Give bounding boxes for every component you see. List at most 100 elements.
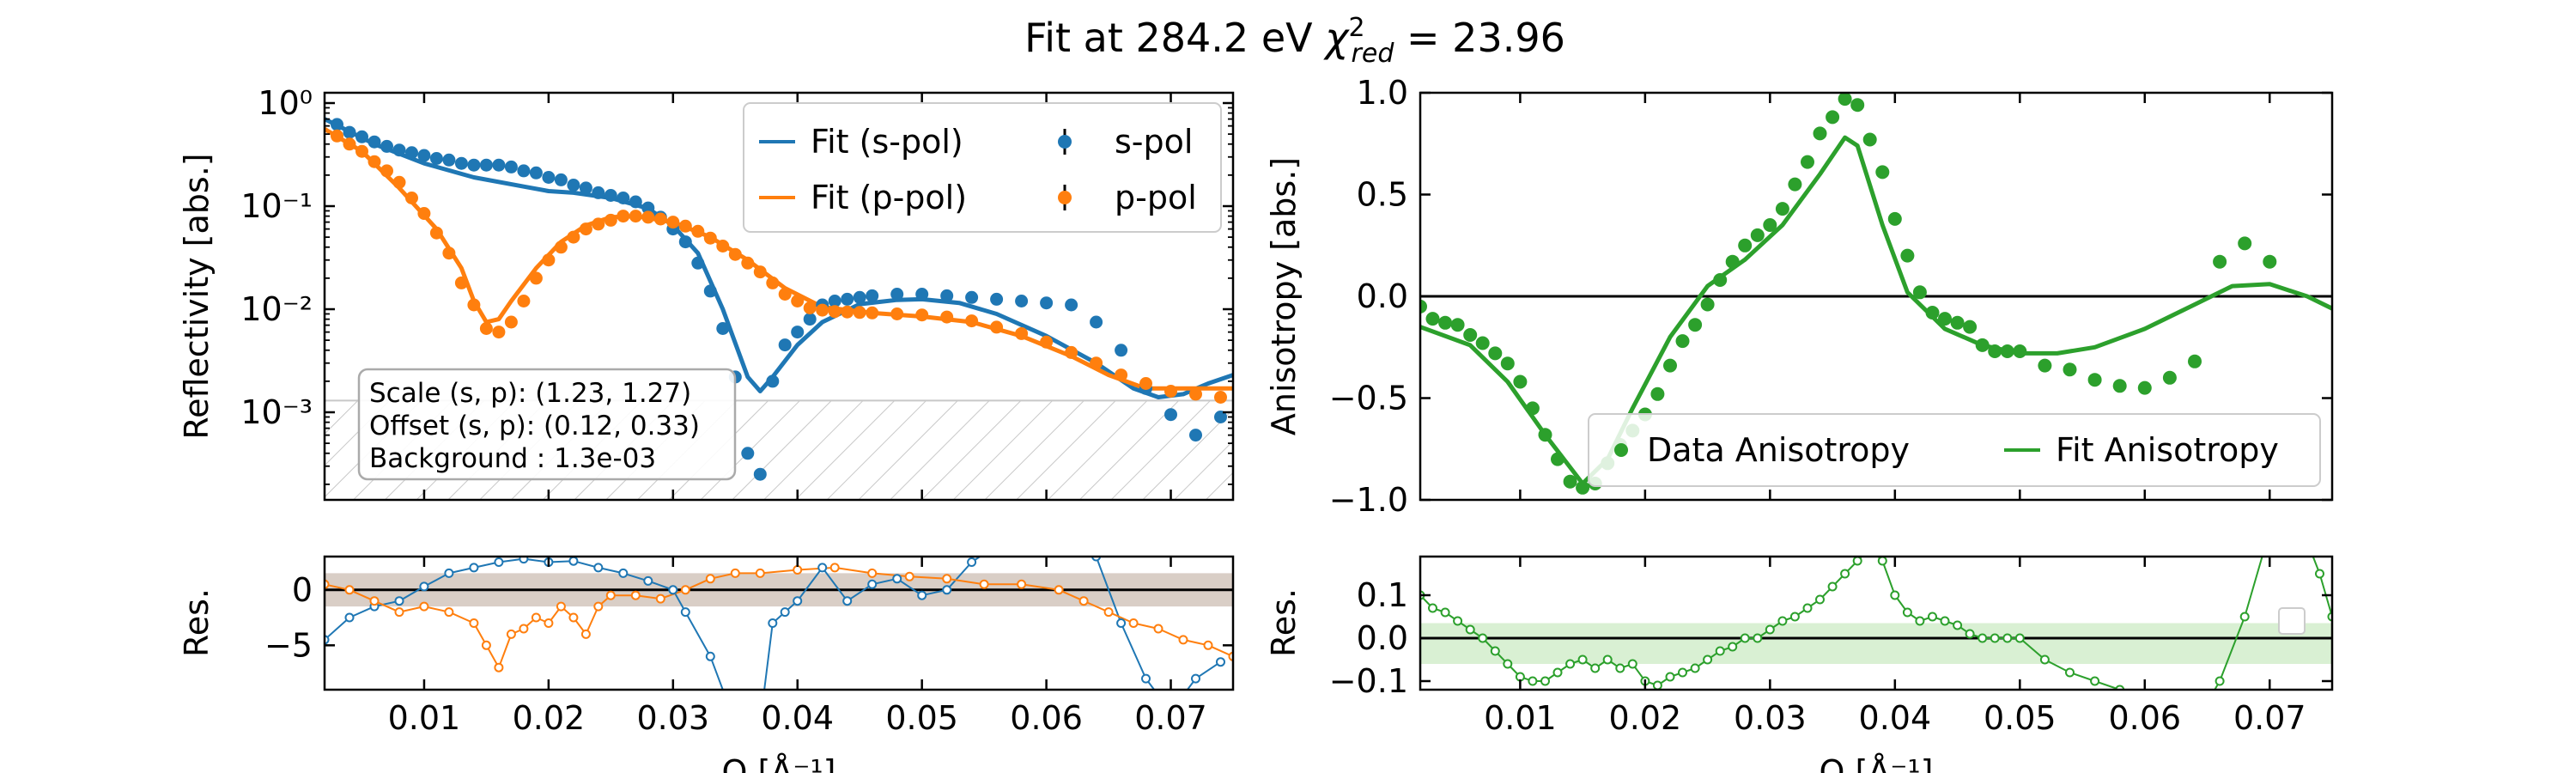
- data-anisotropy-point: [1875, 165, 1890, 180]
- reflectivity-panel: 10⁰ 10⁻¹ 10⁻² 10⁻³ Reflectivity [abs.] Fit …: [178, 84, 1235, 502]
- legend-s-marker: [1058, 135, 1072, 149]
- s-pol-point: [940, 289, 954, 302]
- anisotropy-residual-point: [1715, 646, 1725, 656]
- s-pol-point: [753, 467, 767, 481]
- p-pol-residual-point: [369, 596, 380, 606]
- p-pol-point: [728, 247, 742, 261]
- data-anisotropy-point: [2038, 358, 2052, 373]
- resa-xtick-label: 0.04: [1859, 699, 1932, 737]
- data-anisotropy-point: [1988, 344, 2002, 358]
- legend-p-marker: [1058, 191, 1072, 204]
- anisotropy-residual-point: [1915, 616, 1925, 626]
- anisotropy-residual-point: [1565, 659, 1576, 669]
- anisotropy-residual-point: [1627, 659, 1637, 669]
- anisotropy-residual-point: [1615, 663, 1625, 673]
- s-pol-point: [567, 179, 580, 192]
- p-pol-point: [666, 216, 680, 229]
- s-pol-residual-point: [1191, 673, 1200, 684]
- s-pol-point: [778, 338, 792, 352]
- empty-legend-box: [2278, 607, 2306, 635]
- s-pol-residual-point: [842, 596, 853, 606]
- anisotropy-residual-point: [1753, 633, 1763, 643]
- title-chi: χ: [1322, 15, 1350, 61]
- legend-frame: [743, 102, 1222, 233]
- p-pol-point: [1065, 345, 1078, 359]
- legend-p-label: p-pol: [1115, 179, 1197, 216]
- data-anisotropy-point: [1738, 238, 1753, 253]
- p-pol-residual-point: [605, 590, 616, 600]
- p-pol-residual-point: [730, 568, 740, 578]
- legend-frame: [1588, 413, 2321, 487]
- data-anisotropy-point: [2013, 344, 2027, 358]
- s-pol-point: [405, 146, 418, 160]
- anisotropy-residual-point: [1552, 667, 1563, 678]
- p-pol-point: [479, 322, 493, 335]
- p-pol-residual-point: [593, 601, 604, 612]
- s-pol-residual-point: [993, 542, 1000, 550]
- p-pol-point: [629, 210, 642, 223]
- data-anisotropy-point: [1801, 155, 1814, 169]
- p-pol-residual-point: [793, 565, 803, 575]
- textbox-background: Background : 1.3e-03: [369, 443, 656, 474]
- data-anisotropy-point: [1788, 177, 1802, 192]
- s-pol-point: [716, 322, 730, 335]
- data-anisotropy-point: [2000, 344, 2014, 358]
- anisotropy-residual-point: [1965, 629, 1975, 639]
- anisotropy-residual-point: [1690, 663, 1700, 673]
- s-pol-residual-point: [817, 563, 828, 573]
- anis-ytick-label: 0.5: [1357, 176, 1408, 214]
- anisotropy-residual-line: [1420, 557, 2332, 690]
- title-sub: red: [1352, 39, 1395, 69]
- s-pol-point: [579, 181, 592, 195]
- s-pol-residual-point: [768, 618, 778, 628]
- p-pol-residual-point: [1203, 640, 1213, 650]
- p-pol-point: [331, 129, 343, 143]
- residual-axes-frame: [1419, 555, 2334, 691]
- data-anisotropy-point: [1900, 248, 1915, 263]
- resr-xtick-label: 0.02: [513, 699, 586, 737]
- data-anisotropy-point: [1450, 318, 1465, 332]
- p-pol-point: [417, 207, 431, 220]
- data-anisotropy-point: [1862, 132, 1877, 147]
- s-pol-point: [479, 158, 493, 172]
- data-anisotropy-point: [2263, 254, 2277, 269]
- p-pol-point: [915, 308, 929, 322]
- anisotropy-residual-point: [1990, 633, 2000, 643]
- p-pol-residual-point: [394, 607, 404, 618]
- p-pol-point: [343, 137, 356, 151]
- p-pol-residual-point: [979, 579, 989, 589]
- refl-ytick-label: 10⁻³: [240, 393, 313, 431]
- anisotropy-residual-point: [1827, 581, 1838, 592]
- data-anisotropy-point: [1925, 306, 1940, 320]
- s-pol-residual-point: [1116, 618, 1127, 628]
- s-pol-point: [554, 173, 568, 186]
- data-anisotropy-point: [1576, 480, 1590, 495]
- refl-ytick-label: 10⁻¹: [240, 187, 313, 225]
- data-anisotropy-point: [1688, 318, 1703, 332]
- p-pol-point: [467, 298, 481, 312]
- anisotropy-residual-point: [1465, 624, 1475, 635]
- data-anisotropy-point: [1887, 211, 1902, 226]
- s-pol-point: [1015, 295, 1029, 307]
- s-pol-point: [331, 118, 343, 131]
- anisotropy-residual-point: [1890, 590, 1900, 600]
- s-pol-residual-point: [892, 574, 902, 584]
- s-pol-residual-point: [593, 563, 604, 573]
- p-pol-residual-point: [1128, 618, 1139, 628]
- textbox-scale: Scale (s, p): (1.23, 1.27): [369, 378, 691, 409]
- p-pol-point: [1164, 385, 1177, 398]
- data-anisotropy-point: [1912, 285, 1927, 300]
- resa-xtick-label: 0.05: [1984, 699, 2057, 737]
- p-pol-point: [355, 144, 368, 158]
- anis-ytick-label: −1.0: [1329, 481, 1408, 519]
- legend-fit-p-label: Fit (p-pol): [811, 179, 967, 216]
- p-pol-point: [554, 240, 568, 254]
- p-pol-point: [890, 307, 904, 320]
- data-anisotropy-point: [2137, 380, 2152, 395]
- p-pol-point: [529, 271, 543, 285]
- p-pol-residual-point: [705, 574, 715, 584]
- data-anisotropy-point: [1838, 93, 1852, 107]
- data-anisotropy-point: [1700, 297, 1715, 312]
- p-pol-point: [703, 231, 717, 245]
